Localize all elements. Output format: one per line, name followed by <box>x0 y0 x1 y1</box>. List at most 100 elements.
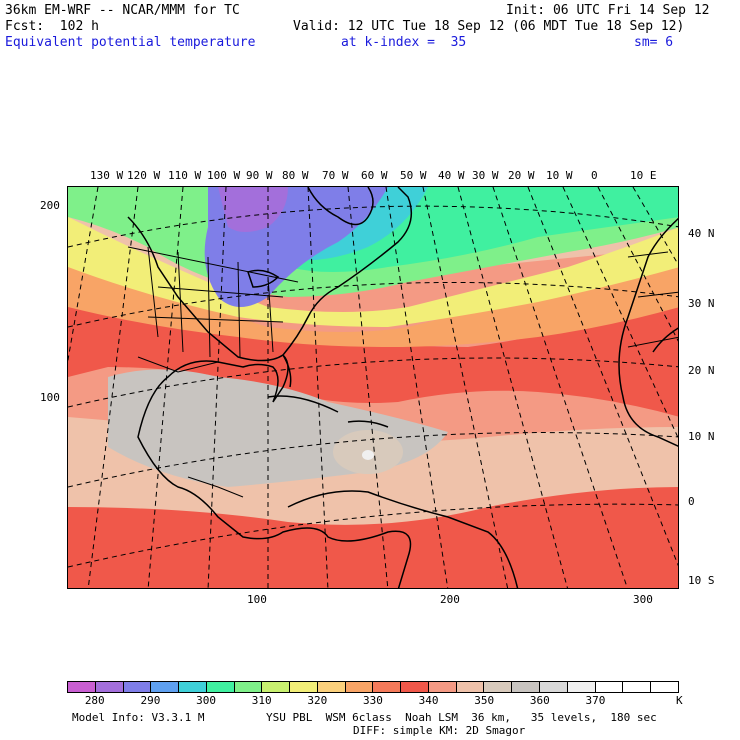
violet-patch <box>218 187 288 232</box>
longitude-label: 120 W <box>127 169 161 182</box>
colorbar-tick-label: 280 <box>84 694 105 707</box>
colorbar-swatch <box>317 682 346 692</box>
lat-line-40n <box>68 205 678 248</box>
africa-europe-borders <box>627 251 678 348</box>
init-time: Init: 06 UTC Fri 14 Sep 12 <box>506 3 710 18</box>
colorbar-tick-label: 290 <box>140 694 161 707</box>
longitude-label: 40 W <box>438 169 465 182</box>
europe-africa-coast <box>618 217 678 447</box>
us-canada-border <box>127 246 299 283</box>
latitude-label: 10 S <box>688 574 715 587</box>
colorbar-tick-label: 320 <box>307 694 328 707</box>
longitude-label: 70 W <box>322 169 349 182</box>
model-title: 36km EM-WRF -- NCAR/MMM for TC <box>5 3 240 18</box>
grid-label-left-200: 200 <box>40 199 60 212</box>
lon-line-60w <box>385 187 449 588</box>
grid-label-bottom-200: 200 <box>440 593 460 606</box>
colorbar-tick-label: 330 <box>363 694 383 707</box>
smoothing-label: sm= 6 <box>634 35 674 50</box>
lon-line-10w <box>562 187 678 439</box>
lon-line-70w <box>347 187 389 588</box>
colorbar-swatch <box>567 682 596 692</box>
longitude-label: 90 W <box>246 169 273 182</box>
longitude-label: 30 W <box>472 169 499 182</box>
colorbar-tick-label: 310 <box>251 694 272 707</box>
longitude-label: 10 E <box>630 169 657 182</box>
colorbar-swatch <box>206 682 235 692</box>
colorbar-swatch <box>179 682 207 692</box>
hispaniola <box>347 420 389 428</box>
latitude-label: 40 N <box>688 227 715 240</box>
lat-line-20n <box>68 357 678 408</box>
colorbar-swatch <box>290 682 318 692</box>
longitude-label: 110 W <box>168 169 202 182</box>
colorbar-swatch <box>651 682 678 692</box>
colorbar-swatch <box>484 682 513 692</box>
lon-line-40w <box>457 187 568 588</box>
longitude-label: 80 W <box>282 169 309 182</box>
florida <box>282 354 292 388</box>
level-label: at k-index = 35 <box>341 35 467 50</box>
latitude-label: 10 N <box>688 430 715 443</box>
colorbar <box>67 681 679 693</box>
longitude-label: 20 W <box>508 169 535 182</box>
colorbar-swatch <box>373 682 402 692</box>
great-lakes <box>247 269 280 288</box>
political-borders <box>127 246 678 498</box>
map-svg <box>68 187 678 588</box>
longitude-label: 60 W <box>361 169 388 182</box>
colorbar-tick-label: 300 <box>196 694 216 707</box>
colorbar-swatch <box>428 682 457 692</box>
colorbar-tick-label: 360 <box>529 694 550 707</box>
longitude-label: 100 W <box>207 169 241 182</box>
longitude-label: 50 W <box>400 169 427 182</box>
graticule <box>68 187 678 588</box>
colorbar-swatch <box>262 682 291 692</box>
latitude-label: 0 <box>688 495 695 508</box>
us-mexico-border <box>137 356 219 373</box>
colorbar-tick-label: 340 <box>418 694 439 707</box>
colorbar-swatch <box>512 682 541 692</box>
colorbar-swatch <box>456 682 485 692</box>
colorbar-swatch <box>623 682 652 692</box>
colorbar-swatch <box>95 682 124 692</box>
colorbar-swatch <box>234 682 263 692</box>
us-canada-east-coast <box>282 187 413 356</box>
lon-line-0 <box>597 187 678 342</box>
latitude-label: 30 N <box>688 297 715 310</box>
field-name: Equivalent potential temperature <box>5 35 256 50</box>
lon-line-50w <box>422 187 509 588</box>
colorbar-swatch <box>595 682 624 692</box>
grid-label-bottom-300: 300 <box>633 593 653 606</box>
longitude-label: 0 <box>591 169 598 182</box>
equivalent-potential-temperature-map <box>67 186 679 589</box>
us-state-borders <box>147 246 284 358</box>
lon-line-100w <box>207 187 227 588</box>
colorbar-swatch <box>540 682 568 692</box>
lon-line-120w <box>87 187 139 588</box>
orange-band <box>68 257 678 347</box>
central-america-borders <box>187 476 244 498</box>
grid-label-left-100: 100 <box>40 391 60 404</box>
colorbar-unit: K <box>676 694 683 707</box>
lon-line-80w <box>307 187 329 588</box>
cuba <box>267 395 339 413</box>
model-info: Model Info: V3.3.1 M <box>72 711 205 724</box>
valid-time: Valid: 12 UTC Tue 18 Sep 12 (06 MDT Tue … <box>293 19 685 34</box>
grid-label-bottom-100: 100 <box>247 593 267 606</box>
lat-line-10n <box>68 432 678 488</box>
lat-line-30n <box>68 281 678 328</box>
forecast-hour: Fcst: 102 h <box>5 19 99 34</box>
latitude-label: 20 N <box>688 364 715 377</box>
diffusion-info: DIFF: simple KM: 2D Smagor <box>353 724 526 737</box>
colorbar-swatch <box>401 682 429 692</box>
longitude-label: 130 W <box>90 169 124 182</box>
colorbar-swatch <box>345 682 374 692</box>
hudson-bay <box>307 187 374 226</box>
colorbar-swatch <box>151 682 180 692</box>
colorbar-tick-label: 370 <box>585 694 606 707</box>
coastlines <box>127 187 678 588</box>
colorbar-swatch <box>123 682 152 692</box>
lon-line-110w <box>147 187 184 588</box>
mediterranean-edge <box>652 327 678 353</box>
